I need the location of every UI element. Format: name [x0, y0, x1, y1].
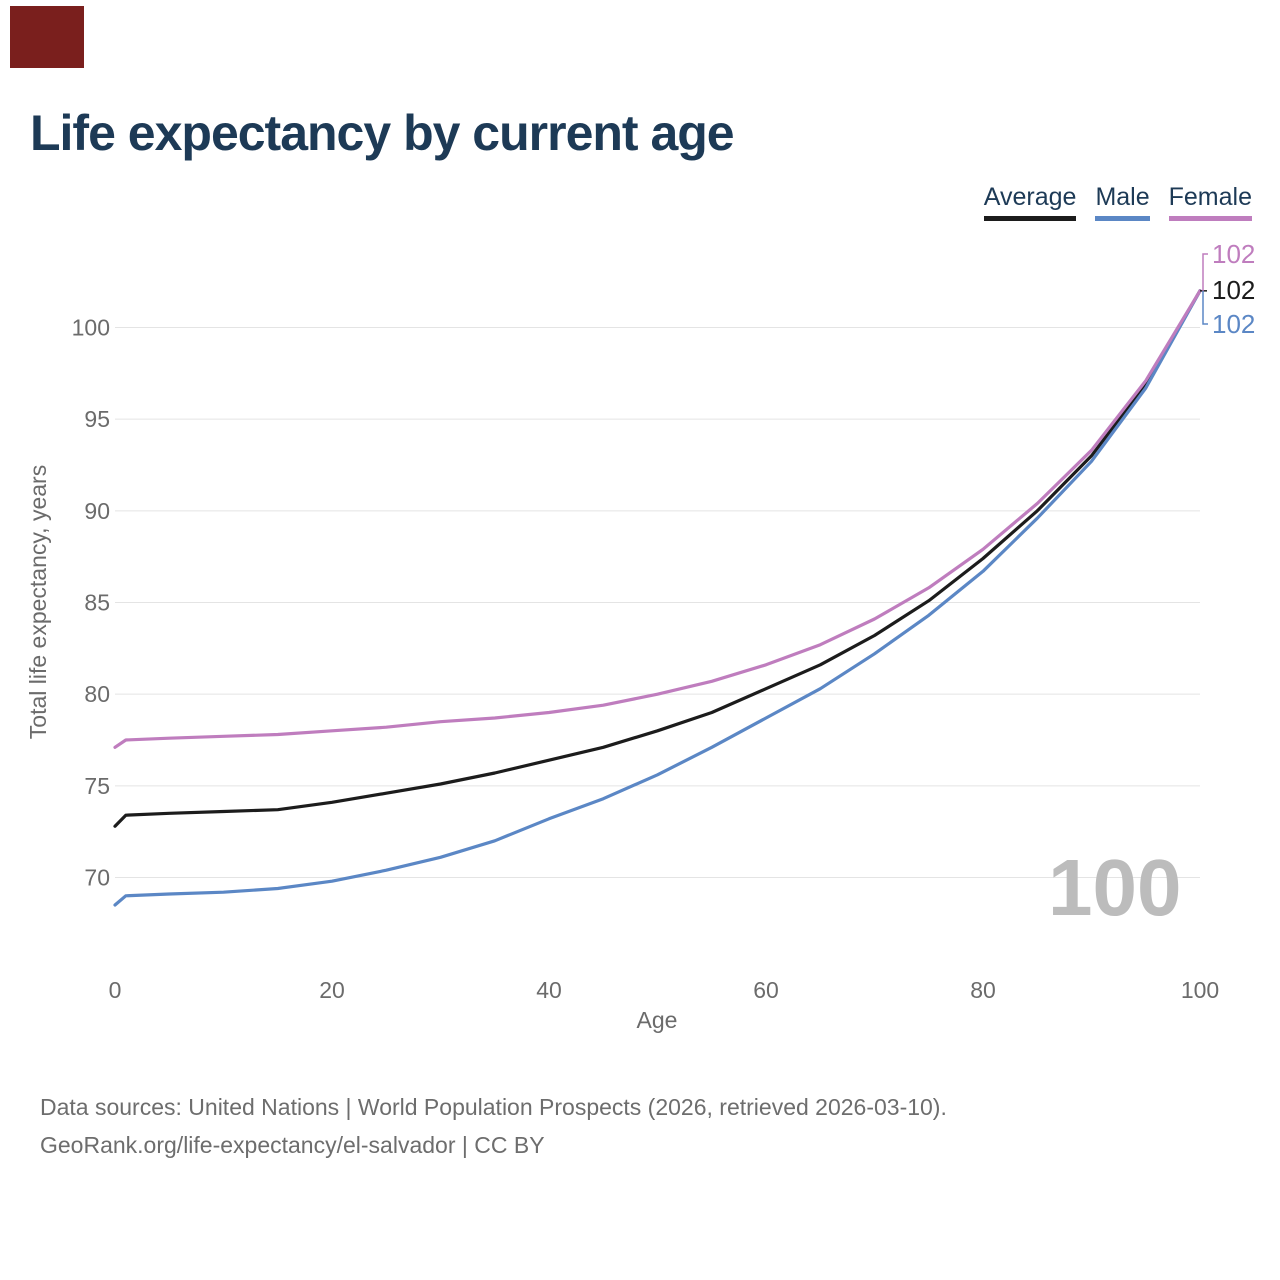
- legend-label-female: Female: [1168, 183, 1252, 211]
- legend-label-male: Male: [1095, 183, 1150, 211]
- legend-item-male[interactable]: Male: [1095, 183, 1150, 221]
- x-tick-label-60: 60: [753, 977, 779, 1003]
- end-label-connector-female: [1202, 253, 1208, 291]
- y-tick-label-100: 100: [72, 315, 110, 341]
- x-tick-label-20: 20: [319, 977, 345, 1003]
- series-line-average[interactable]: [113, 289, 1202, 828]
- y-tick-label-75: 75: [84, 773, 110, 799]
- y-tick-label-80: 80: [84, 681, 110, 707]
- footer: Data sources: United Nations | World Pop…: [40, 1088, 947, 1164]
- x-tick-label-40: 40: [536, 977, 562, 1003]
- legend-swatch-female: [1168, 215, 1252, 221]
- end-label-connector-male: [1202, 290, 1208, 325]
- legend: Average Male Female: [983, 183, 1252, 221]
- y-tick-label-90: 90: [84, 498, 110, 524]
- footer-data-sources: Data sources: United Nations | World Pop…: [40, 1094, 947, 1120]
- legend-swatch-male: [1095, 215, 1150, 221]
- end-label-average: 102: [1212, 275, 1255, 305]
- corner-marker-block: [10, 6, 84, 68]
- legend-item-average[interactable]: Average: [983, 183, 1077, 221]
- y-tick-label-70: 70: [84, 864, 110, 890]
- y-tick-label-95: 95: [84, 406, 110, 432]
- legend-swatch-average: [983, 215, 1077, 221]
- y-tick-label-85: 85: [84, 589, 110, 615]
- page-title: Life expectancy by current age: [30, 105, 735, 161]
- x-tick-label-0: 0: [109, 977, 122, 1003]
- end-label-male: 102: [1212, 309, 1255, 339]
- end-label-female: 102: [1212, 239, 1255, 269]
- legend-label-average: Average: [983, 183, 1077, 211]
- x-tick-label-100: 100: [1181, 977, 1219, 1003]
- watermark-age-100: 100: [1048, 843, 1182, 932]
- x-tick-label-80: 80: [970, 977, 996, 1003]
- y-axis-title: Total life expectancy, years: [25, 465, 51, 739]
- legend-item-female[interactable]: Female: [1168, 183, 1252, 221]
- x-axis-title: Age: [637, 1007, 678, 1033]
- series-line-female[interactable]: [113, 289, 1202, 749]
- footer-attribution: GeoRank.org/life-expectancy/el-salvador …: [40, 1132, 545, 1158]
- series-line-male[interactable]: [113, 289, 1202, 907]
